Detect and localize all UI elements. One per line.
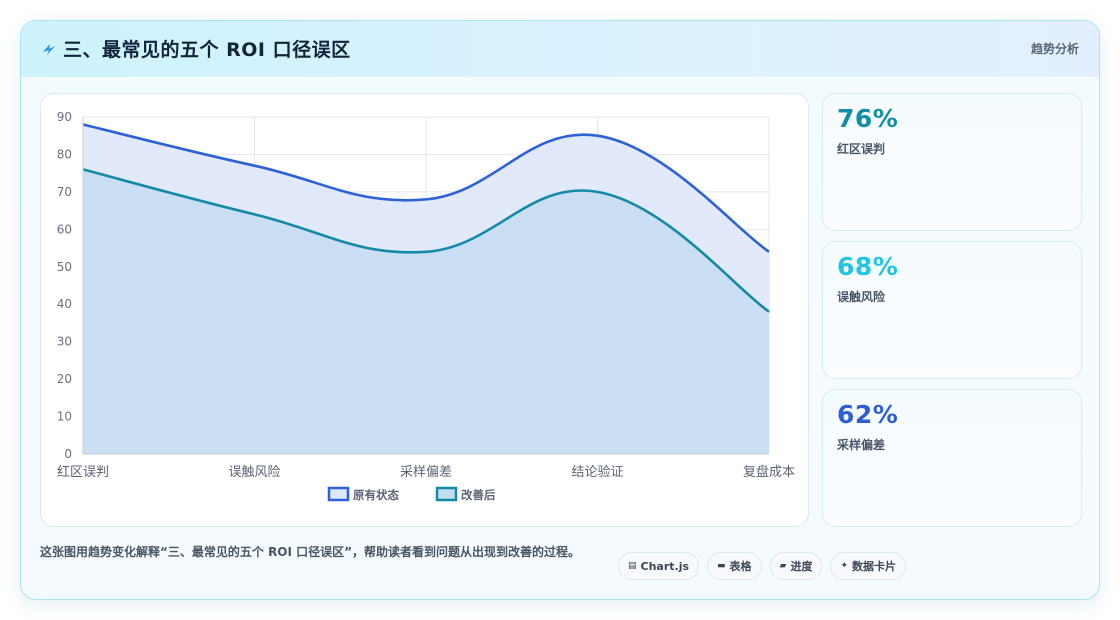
legend-swatch	[327, 486, 350, 502]
x-tick-label: 采样偏差	[400, 465, 452, 480]
table-icon: ▬	[717, 561, 726, 571]
card-header: 三、最常见的五个 ROI 口径误区 趋势分析	[21, 21, 1099, 77]
y-tick-label: 10	[57, 410, 72, 424]
stat-label: 误触风险	[837, 290, 886, 304]
area-chart: 0 10 20 30 40 50 60 70 80 90 红区误判 误触风险 采样偏差 结论验证 复盘成本原…	[57, 110, 795, 502]
stat-value: 62%	[837, 400, 899, 429]
chart-panel: 0 10 20 30 40 50 60 70 80 90 红区误判 误触风险 采样偏差 结论验证 复盘成本原…	[40, 93, 809, 527]
y-tick-label: 0	[64, 447, 72, 461]
y-tick-label: 20	[57, 372, 72, 386]
chip-table[interactable]: ▬ 表格	[707, 552, 762, 580]
chip-data-cards[interactable]: ✦ 数据卡片	[830, 552, 907, 580]
page-title: 三、最常见的五个 ROI 口径误区	[63, 39, 351, 61]
legend-label: 改善后	[461, 488, 496, 502]
chip-label: 进度	[790, 560, 813, 573]
main-card: 三、最常见的五个 ROI 口径误区 趋势分析 0 10 20 30 40 50 60 70 80…	[20, 20, 1100, 600]
x-tick-label: 误触风险	[228, 465, 280, 480]
chip-progress[interactable]: ▰ 进度	[769, 552, 823, 580]
chip-label: 表格	[729, 560, 752, 573]
y-tick-label: 70	[57, 185, 72, 199]
stat-card-1: 76% 红区误判	[822, 93, 1082, 231]
chart-icon: ▤	[628, 561, 637, 571]
trend-tag: 趋势分析	[1030, 42, 1079, 56]
progress-icon: ▰	[779, 561, 787, 571]
stat-card-3: 62% 采样偏差	[822, 389, 1082, 527]
legend-swatch	[435, 486, 458, 502]
y-tick-label: 60	[57, 222, 72, 236]
stat-label: 红区误判	[837, 142, 886, 156]
chip-label: Chart.js	[640, 559, 690, 573]
y-tick-label: 50	[57, 260, 72, 274]
y-tick-label: 80	[57, 147, 72, 161]
x-tick-label: 红区误判	[57, 464, 109, 480]
stat-label: 采样偏差	[837, 438, 886, 452]
chart-description: 这张图用趋势变化解释“三、最常见的五个 ROI 口径误区”，帮助读者看到问题从出…	[40, 545, 581, 559]
sparkle-icon: ✦	[840, 561, 849, 571]
stat-value: 76%	[837, 104, 899, 133]
chip-label: 数据卡片	[852, 560, 897, 573]
stat-card-2: 68% 误触风险	[822, 241, 1082, 379]
y-tick-label: 30	[57, 335, 72, 349]
x-tick-label: 结论验证	[571, 464, 623, 480]
y-tick-label: 90	[57, 110, 72, 124]
legend-label: 原有状态	[353, 488, 399, 502]
y-tick-label: 40	[57, 297, 72, 311]
feature-chips: ▤ Chart.js ▬ 表格 ▰ 进度 ✦ 数据卡片	[618, 552, 907, 580]
lightning-icon	[43, 44, 55, 55]
stat-value: 68%	[837, 252, 899, 281]
x-tick-label: 复盘成本	[743, 464, 795, 480]
series-line-2	[82, 168, 770, 313]
series-area-2	[83, 169, 769, 454]
chip-chartjs[interactable]: ▤ Chart.js	[618, 552, 700, 580]
series-line-1	[82, 123, 770, 253]
